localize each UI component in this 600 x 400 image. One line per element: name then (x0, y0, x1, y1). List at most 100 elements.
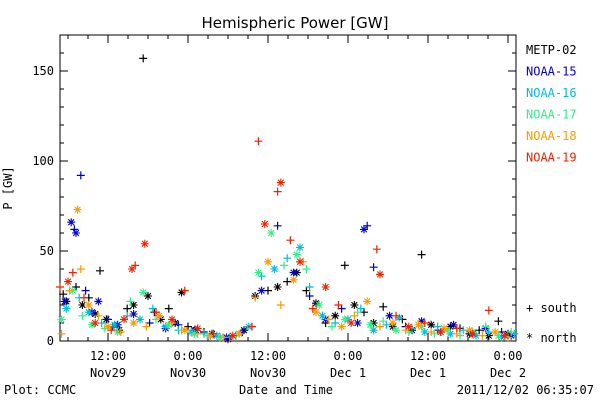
legend-item-noaa-19: NOAA-19 (526, 151, 577, 165)
data-point-north (235, 329, 244, 338)
data-point-north (228, 331, 237, 340)
data-point-north (369, 319, 378, 327)
data-point-south (123, 304, 132, 313)
x-tick-label-time: 0:00 (494, 349, 523, 363)
x-tick-label-date: Dec 1 (330, 366, 366, 380)
data-point-south (427, 328, 436, 336)
data-point-north (417, 322, 426, 331)
data-point-north (212, 331, 221, 340)
y-tick-label: 100 (32, 154, 54, 168)
data-point-north (296, 257, 304, 266)
x-tick-label-date: Nov30 (170, 366, 206, 380)
data-point-north (289, 268, 298, 277)
data-point-south (417, 250, 426, 259)
data-point-north (57, 315, 66, 324)
data-point-south (478, 331, 487, 340)
data-point-south (57, 329, 66, 338)
data-point-south (56, 283, 64, 291)
series-noaa-19 (56, 137, 509, 340)
x-tick-label-time: 0:00 (174, 349, 203, 363)
data-point-south (452, 324, 461, 333)
data-point-south (254, 137, 263, 146)
data-point-south (481, 322, 490, 331)
x-tick-label-date: Nov30 (250, 366, 286, 380)
data-point-north (91, 319, 100, 327)
y-axis-label: P [GW] (1, 166, 15, 209)
data-point-north (491, 328, 500, 336)
data-point-north (168, 315, 176, 324)
marker-legend-north: * north (526, 331, 577, 345)
data-point-south (180, 286, 189, 295)
data-point-north (289, 275, 298, 284)
data-point-north (350, 301, 359, 309)
data-point-south (305, 292, 314, 300)
data-point-north (417, 317, 426, 326)
chart-title: Hemispheric Power [GW] (202, 14, 389, 32)
data-point-north (366, 320, 375, 329)
data-point-south (65, 286, 74, 295)
data-point-north (385, 311, 394, 320)
data-point-south (350, 311, 359, 320)
data-point-north (318, 311, 327, 320)
data-point-north (446, 322, 455, 331)
data-point-south (328, 322, 336, 331)
plot-frame (59, 34, 517, 342)
x-axis-label: Date and Time (239, 383, 333, 397)
legend-item-noaa-15: NOAA-15 (526, 65, 577, 79)
data-point-south (379, 317, 388, 326)
data-point-south (78, 311, 87, 320)
data-point-north (84, 308, 93, 317)
data-point-north (110, 320, 119, 329)
data-point-north (267, 229, 276, 237)
data-point-south (59, 290, 68, 299)
data-point-north (129, 301, 138, 309)
series-noaa-17 (57, 229, 516, 342)
data-point-south (209, 329, 218, 338)
data-point-north (296, 243, 304, 252)
data-point-north (395, 313, 404, 322)
data-point-north (404, 322, 413, 331)
x-tick-label-time: 12:00 (90, 349, 126, 363)
data-point-south (107, 326, 116, 335)
data-point-south (308, 304, 317, 313)
data-point-north (88, 320, 96, 329)
data-point-south (94, 311, 103, 320)
data-point-south (420, 319, 429, 327)
legend-item-noaa-17: NOAA-17 (526, 108, 577, 122)
data-point-north (331, 311, 340, 320)
data-point-south (142, 322, 151, 331)
data-point-north (427, 320, 436, 329)
data-point-north (73, 205, 82, 214)
data-point-north (468, 329, 477, 338)
data-point-south (494, 317, 503, 326)
data-point-north (315, 301, 324, 309)
x-axis-ticks: 12:00 Nov29 0:00 Nov30 12:00 Nov30 0:00 Dec 1 12… (67, 35, 526, 380)
data-point-south (116, 328, 125, 336)
x-tick-label-time: 0:00 (334, 349, 363, 363)
data-point-south (372, 245, 381, 254)
data-point-north (136, 315, 144, 324)
data-point-north (84, 301, 93, 309)
data-point-north (177, 288, 186, 297)
data-point-north (292, 250, 301, 259)
data-point-south (433, 322, 442, 331)
legend: METP-02 NOAA-15 NOAA-16 NOAA-17 NOAA-18 NOAA-… (526, 43, 577, 165)
data-point-north (260, 220, 269, 228)
data-point-south (139, 54, 148, 63)
data-point-south (340, 261, 349, 270)
data-point-south (273, 221, 282, 230)
data-point-north (67, 218, 76, 227)
data-point-north (144, 292, 152, 300)
y-tick-label: 50 (40, 244, 54, 258)
x-tick-label-date: Dec 1 (410, 366, 446, 380)
data-point-north (312, 299, 320, 308)
x-tick-label-date: Nov29 (90, 366, 126, 380)
data-point-north (276, 178, 285, 187)
data-point-south (68, 268, 77, 277)
legend-item-noaa-18: NOAA-18 (526, 129, 577, 143)
data-point-north (164, 320, 173, 329)
data-point-south (305, 283, 314, 291)
data-point-north (465, 326, 474, 335)
data-point-south (376, 322, 384, 331)
